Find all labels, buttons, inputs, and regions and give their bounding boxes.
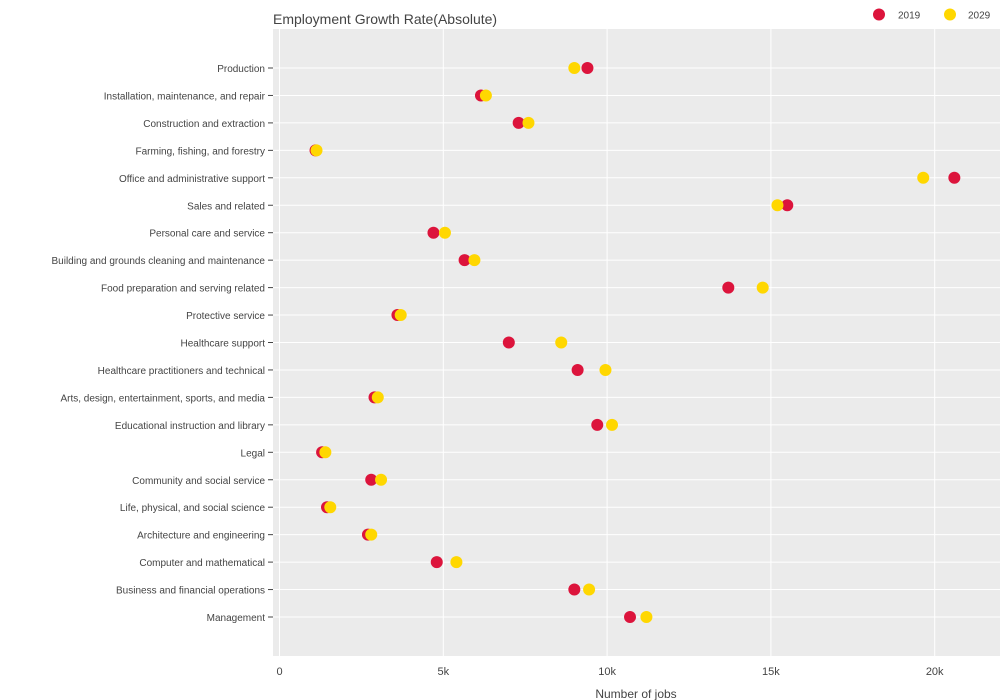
point-2029-19 — [479, 89, 492, 102]
point-2019-14 — [427, 226, 440, 239]
y-tick-label: Educational instruction and library — [115, 421, 265, 432]
y-tick-label: Business and financial operations — [116, 586, 265, 597]
legend-marker — [944, 8, 956, 21]
point-2029-0 — [640, 611, 653, 623]
point-2019-10 — [502, 336, 515, 349]
point-2029-3 — [365, 528, 378, 541]
y-tick-label: Building and grounds cleaning and mainte… — [52, 256, 266, 267]
point-2029-18 — [522, 116, 535, 129]
point-2029-16 — [917, 171, 930, 184]
y-tick-label: Healthcare practitioners and technical — [98, 366, 265, 377]
x-tick-label: 5k — [437, 666, 449, 678]
y-tick-label: Farming, fishing, and forestry — [136, 146, 266, 157]
x-tick-label: 0 — [276, 666, 282, 678]
legend[interactable]: 2019 2029 — [873, 8, 991, 22]
y-tick-label: Production — [217, 64, 265, 75]
point-2029-13 — [468, 254, 481, 267]
point-2019-9 — [571, 363, 584, 376]
point-2019-1 — [568, 583, 581, 596]
y-tick-label: Management — [207, 613, 266, 624]
point-2029-12 — [756, 281, 769, 294]
point-2029-20 — [568, 62, 581, 74]
point-2019-12 — [722, 281, 735, 294]
point-2029-2 — [450, 556, 463, 569]
point-2029-4 — [324, 501, 337, 514]
y-tick-label: Construction and extraction — [143, 119, 265, 130]
point-2029-8 — [371, 391, 384, 404]
y-tick-label: Personal care and service — [149, 229, 265, 240]
point-2019-16 — [948, 171, 961, 184]
point-2019-5 — [365, 473, 378, 486]
point-2029-5 — [375, 473, 388, 486]
point-2029-15 — [771, 199, 784, 212]
y-tick-label: Protective service — [186, 311, 265, 322]
y-tick-label: Installation, maintenance, and repair — [104, 91, 266, 102]
legend-item-2029[interactable]: 2029 — [944, 8, 991, 22]
point-2019-13 — [458, 254, 471, 267]
y-tick-label: Healthcare support — [181, 339, 266, 350]
y-tick-label: Architecture and engineering — [137, 531, 265, 542]
data-points — [309, 62, 961, 623]
point-2029-11 — [394, 309, 407, 322]
point-2029-10 — [555, 336, 568, 349]
x-tick-label: 10k — [598, 666, 616, 678]
y-tick-label: Arts, design, entertainment, sports, and… — [60, 393, 265, 404]
grid-layer — [273, 29, 1000, 656]
point-2029-14 — [438, 226, 451, 239]
y-tick-label: Sales and related — [187, 201, 265, 212]
point-2029-1 — [583, 583, 596, 596]
point-2019-20 — [581, 62, 594, 74]
point-2029-6 — [319, 446, 332, 459]
y-tick-label: Office and administrative support — [119, 174, 265, 185]
point-2019-18 — [512, 116, 525, 129]
point-2029-17 — [310, 144, 323, 157]
x-tick-label: 20k — [926, 666, 944, 678]
point-2019-15 — [781, 199, 794, 212]
legend-label: 2019 — [898, 11, 921, 22]
point-2019-0 — [624, 611, 637, 623]
x-tick-labels: 0 5k 10k 15k 20k — [276, 666, 944, 678]
y-tick-label: Computer and mathematical — [139, 558, 265, 569]
point-2029-7 — [606, 418, 619, 431]
chart-title: Employment Growth Rate(Absolute) — [273, 11, 497, 27]
legend-marker — [873, 8, 885, 21]
x-tick-label: 15k — [762, 666, 780, 678]
legend-label: 2029 — [968, 11, 991, 22]
y-tick-label: Food preparation and serving related — [101, 284, 265, 295]
point-2019-2 — [430, 556, 443, 569]
y-tick-label: Community and social service — [132, 476, 265, 487]
legend-item-2019[interactable]: 2019 — [873, 8, 921, 22]
x-axis-label: Number of jobs — [595, 687, 676, 700]
y-tick-label: Life, physical, and social science — [120, 503, 266, 514]
y-tick-labels: Management Business and financial operati… — [52, 64, 273, 624]
point-2019-7 — [591, 418, 604, 431]
point-2029-9 — [599, 363, 612, 376]
y-tick-label: Legal — [241, 448, 265, 459]
